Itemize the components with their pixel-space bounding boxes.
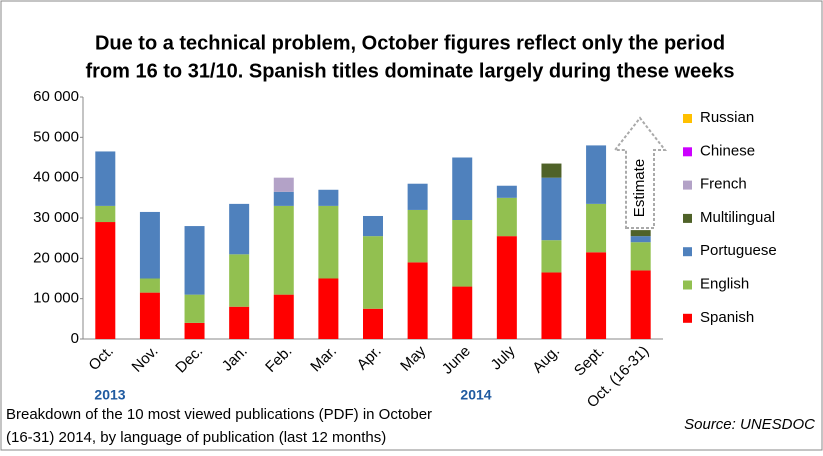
bar-segment bbox=[95, 205, 116, 223]
bar-segment bbox=[229, 306, 250, 339]
legend-label: Portuguese bbox=[700, 242, 777, 259]
bar-segment bbox=[95, 222, 116, 339]
bar-segment bbox=[95, 151, 116, 206]
bar-segment bbox=[541, 240, 562, 273]
bar-segment bbox=[630, 236, 651, 243]
bar-segment bbox=[273, 294, 294, 339]
bar-segment bbox=[363, 308, 383, 339]
bar-segment bbox=[139, 211, 160, 279]
bar-segment bbox=[229, 254, 250, 307]
bar-segment bbox=[184, 294, 205, 323]
bar-segment bbox=[318, 278, 339, 339]
legend-swatch bbox=[683, 280, 692, 290]
chart-title: from 16 to 31/10. Spanish titles dominat… bbox=[85, 60, 734, 82]
legend-swatch bbox=[683, 213, 692, 223]
caption: (16-31) 2014, by language of publication… bbox=[6, 429, 386, 446]
bar-segment bbox=[541, 163, 562, 178]
legend-label: Spanish bbox=[700, 309, 754, 326]
bar-segment bbox=[318, 189, 339, 206]
legend-label: Multilingual bbox=[700, 209, 775, 226]
bar-segment bbox=[586, 252, 607, 339]
caption: Breakdown of the 10 most viewed publicat… bbox=[6, 406, 432, 423]
bar-segment bbox=[541, 272, 562, 339]
bar-segment bbox=[586, 145, 607, 204]
bar-segment bbox=[184, 322, 205, 339]
legend-swatch bbox=[683, 313, 692, 323]
y-tick-label: 40 000 bbox=[33, 169, 79, 186]
legend-label: French bbox=[700, 176, 747, 193]
bar-segment bbox=[139, 278, 160, 293]
bar-segment bbox=[407, 209, 428, 263]
y-tick-label: 10 000 bbox=[33, 290, 79, 307]
bar-segment bbox=[363, 236, 383, 309]
bar-segment bbox=[452, 286, 473, 339]
annotation: Estimate bbox=[631, 159, 648, 217]
legend-label: Russian bbox=[700, 109, 754, 126]
bar-segment bbox=[496, 197, 517, 237]
legend-swatch bbox=[683, 247, 692, 257]
bar-segment bbox=[630, 242, 651, 271]
bar-segment bbox=[452, 220, 473, 287]
chart-title: Due to a technical problem, October figu… bbox=[95, 32, 725, 54]
bar-segment bbox=[586, 203, 607, 253]
legend-swatch bbox=[683, 147, 692, 157]
bar-segment bbox=[407, 183, 428, 210]
bar-segment bbox=[496, 185, 517, 198]
y-tick-label: 50 000 bbox=[33, 128, 79, 145]
bar-segment bbox=[363, 215, 383, 237]
bar-segment bbox=[273, 191, 294, 206]
bar-segment bbox=[273, 177, 294, 192]
legend-label: English bbox=[700, 275, 749, 292]
bar-segment bbox=[452, 157, 473, 221]
source: Source: UNESDOC bbox=[684, 416, 815, 433]
y-tick-label: 30 000 bbox=[33, 209, 79, 226]
bar-segment bbox=[273, 205, 294, 295]
year-label: 2013 bbox=[94, 387, 125, 403]
bar-segment bbox=[496, 236, 517, 339]
bar-segment bbox=[541, 177, 562, 241]
bar-segment bbox=[229, 203, 250, 255]
y-tick-label: 60 000 bbox=[33, 88, 79, 105]
legend-swatch bbox=[683, 180, 692, 190]
bar-segment bbox=[407, 262, 428, 339]
bar-segment bbox=[318, 205, 339, 279]
legend-label: Chinese bbox=[700, 142, 755, 159]
legend-swatch bbox=[683, 114, 692, 123]
y-tick-label: 0 bbox=[71, 330, 79, 347]
bar-segment bbox=[630, 230, 651, 237]
bar-segment bbox=[139, 292, 160, 339]
y-tick-label: 20 000 bbox=[33, 249, 79, 266]
bar-segment bbox=[184, 226, 205, 295]
year-label: 2014 bbox=[460, 387, 491, 403]
bar-segment bbox=[630, 270, 651, 339]
estimate-arrow bbox=[612, 116, 668, 229]
